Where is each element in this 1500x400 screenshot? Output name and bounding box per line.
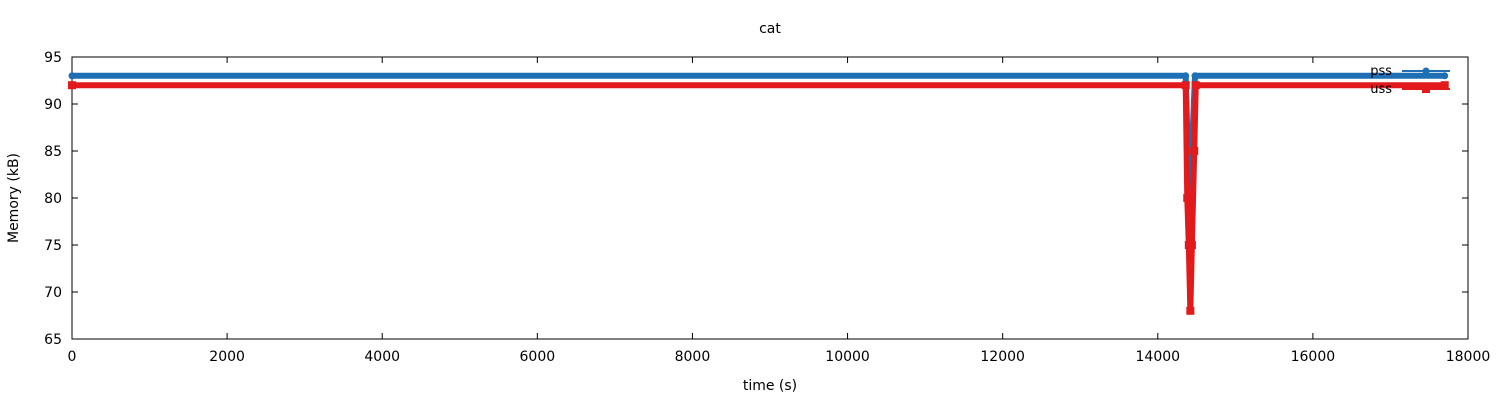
- x-axis: 0 2000 4000 6000 8000 10000 12000 14000 16000 180…: [68, 57, 1491, 365]
- legend-label: uss: [1370, 82, 1392, 97]
- data-point-uss: [1187, 241, 1196, 249]
- data-point-uss: [1440, 81, 1449, 90]
- y-tick-label: 90: [44, 97, 62, 113]
- data-point-uss: [1183, 194, 1192, 202]
- plot-frame: [71, 56, 1469, 340]
- y-tick-label: 95: [44, 50, 62, 66]
- x-tick-label: 4000: [364, 349, 400, 365]
- series-uss: [68, 81, 1449, 315]
- x-tick-label: 12000: [980, 349, 1025, 365]
- legend-item-uss: uss: [1370, 82, 1450, 97]
- chart-title: cat: [759, 21, 781, 37]
- legend-item-pss: pss: [1370, 64, 1450, 79]
- data-point-pss: [1182, 72, 1190, 80]
- series-layer: [68, 72, 1449, 315]
- data-point-pss: [68, 72, 76, 80]
- x-tick-label: 8000: [675, 349, 711, 365]
- x-tick-label: 16000: [1291, 349, 1336, 365]
- y-axis: 65 70 75 80 85 90 95: [44, 50, 1468, 348]
- y-tick-label: 85: [44, 144, 62, 160]
- y-tick-label: 80: [44, 191, 62, 207]
- series-pss: [68, 72, 1449, 193]
- legend: pss uss: [1370, 64, 1450, 97]
- x-tick-label: 6000: [520, 349, 556, 365]
- data-point-uss: [1181, 81, 1190, 90]
- series-line-uss: [72, 82, 1445, 314]
- data-point-uss: [1191, 81, 1200, 90]
- x-axis-label: time (s): [743, 378, 797, 394]
- data-point-uss: [1186, 306, 1195, 315]
- data-point-uss: [1190, 147, 1199, 155]
- y-tick-label: 70: [44, 285, 62, 301]
- legend-label: pss: [1370, 64, 1392, 79]
- x-tick-label: 18000: [1446, 349, 1491, 365]
- legend-marker-pss: [1422, 67, 1430, 75]
- series-line-pss: [72, 72, 1445, 192]
- y-axis-label: Memory (kB): [6, 153, 22, 243]
- data-point-pss: [1191, 72, 1199, 80]
- x-tick-label: 14000: [1136, 349, 1181, 365]
- x-tick-label: 2000: [209, 349, 245, 365]
- x-tick-label: 10000: [825, 349, 870, 365]
- x-tick-label: 0: [68, 349, 77, 365]
- legend-marker-uss: [1422, 85, 1430, 93]
- data-point-uss: [68, 81, 76, 90]
- data-point-pss: [1441, 72, 1449, 80]
- y-tick-label: 65: [44, 332, 62, 348]
- y-tick-label: 75: [44, 238, 62, 254]
